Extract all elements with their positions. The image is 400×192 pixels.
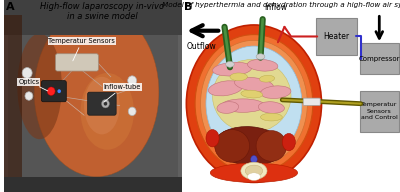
- Ellipse shape: [212, 62, 252, 76]
- Ellipse shape: [251, 156, 257, 163]
- Text: High-flow laparoscopy in-vivo
in a swine model: High-flow laparoscopy in-vivo in a swine…: [40, 2, 164, 21]
- Circle shape: [104, 102, 107, 106]
- FancyBboxPatch shape: [303, 98, 320, 105]
- FancyBboxPatch shape: [360, 91, 399, 132]
- Ellipse shape: [260, 86, 291, 98]
- Ellipse shape: [256, 54, 265, 60]
- Circle shape: [128, 76, 137, 85]
- FancyBboxPatch shape: [56, 54, 98, 71]
- Text: Outflow: Outflow: [187, 42, 216, 51]
- Ellipse shape: [206, 130, 219, 147]
- Ellipse shape: [260, 113, 282, 121]
- Ellipse shape: [210, 163, 298, 182]
- Ellipse shape: [195, 35, 313, 173]
- Text: Optics: Optics: [18, 79, 48, 91]
- Ellipse shape: [258, 102, 284, 113]
- FancyBboxPatch shape: [360, 43, 399, 74]
- Bar: [8, 15, 178, 177]
- Ellipse shape: [212, 60, 291, 132]
- Text: Heater: Heater: [324, 32, 350, 41]
- FancyBboxPatch shape: [88, 92, 116, 115]
- Text: Model of hyperthermia and dehydration through a high-flow air system: Model of hyperthermia and dehydration th…: [162, 2, 400, 8]
- FancyBboxPatch shape: [41, 81, 66, 102]
- Text: Compressor: Compressor: [358, 55, 400, 62]
- Ellipse shape: [200, 40, 307, 167]
- Bar: [4, 177, 182, 192]
- Text: Temperatur
Sensors
and Control: Temperatur Sensors and Control: [361, 102, 398, 120]
- Ellipse shape: [248, 59, 278, 71]
- Text: B: B: [184, 2, 192, 12]
- Text: Temperatur Sensors: Temperatur Sensors: [48, 38, 115, 61]
- Ellipse shape: [245, 165, 263, 177]
- Ellipse shape: [260, 75, 275, 82]
- Ellipse shape: [84, 77, 120, 134]
- Ellipse shape: [241, 162, 267, 180]
- Text: A: A: [6, 2, 14, 12]
- Ellipse shape: [17, 34, 62, 139]
- Circle shape: [102, 99, 109, 108]
- Ellipse shape: [215, 130, 250, 162]
- Ellipse shape: [234, 77, 273, 92]
- Ellipse shape: [206, 46, 302, 161]
- Ellipse shape: [186, 25, 322, 182]
- Ellipse shape: [282, 133, 295, 151]
- Bar: [4, 0, 182, 35]
- Ellipse shape: [230, 73, 247, 81]
- FancyBboxPatch shape: [316, 18, 358, 55]
- Circle shape: [25, 92, 33, 100]
- Ellipse shape: [256, 131, 287, 161]
- Ellipse shape: [80, 73, 134, 150]
- Circle shape: [58, 89, 61, 93]
- Circle shape: [47, 87, 55, 95]
- Ellipse shape: [247, 173, 260, 180]
- Bar: [4, 15, 22, 177]
- Ellipse shape: [217, 102, 239, 113]
- Ellipse shape: [241, 90, 263, 98]
- Text: Inflow: Inflow: [264, 3, 287, 12]
- Ellipse shape: [34, 8, 159, 177]
- Ellipse shape: [208, 81, 243, 96]
- Ellipse shape: [221, 99, 265, 112]
- Circle shape: [128, 107, 136, 116]
- Text: Inflow-tube: Inflow-tube: [104, 84, 141, 102]
- Ellipse shape: [226, 61, 234, 67]
- Circle shape: [22, 68, 32, 78]
- Ellipse shape: [215, 127, 284, 165]
